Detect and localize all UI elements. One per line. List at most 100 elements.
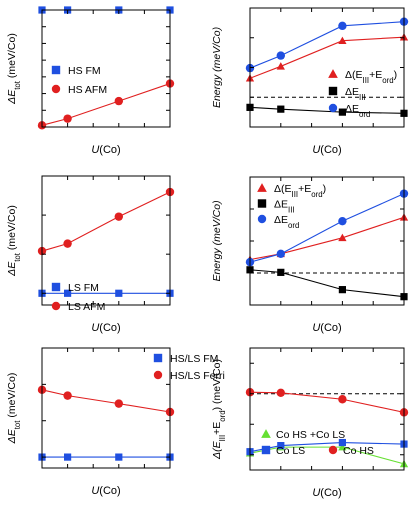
- legend-marker: [51, 65, 61, 75]
- y-axis-label: Δ(EIII+Eord) (meV/Co): [211, 359, 227, 460]
- x-axis-label: U(Co): [312, 144, 341, 156]
- legend-marker: [153, 370, 163, 380]
- legend-marker: [328, 86, 338, 96]
- legend-label: HS/LS FM: [170, 353, 218, 365]
- legend-marker: [261, 445, 271, 455]
- legend-marker: [261, 429, 271, 438]
- data-point: [63, 391, 72, 400]
- data-point: [338, 36, 347, 45]
- data-point: [114, 212, 124, 221]
- y-axis-label: Energy (meV/Co): [211, 27, 223, 108]
- legend-marker: [153, 353, 163, 363]
- legend-marker: [257, 214, 267, 224]
- data-point: [63, 114, 72, 123]
- y-axis-label-group: Δ(EIII+Eord) (meV/Co): [211, 359, 227, 460]
- data-point: [338, 216, 347, 226]
- legend-label: LS FM: [68, 282, 99, 294]
- series-line-1: [249, 269, 405, 298]
- data-point: [64, 289, 72, 297]
- plot-frame: [41, 9, 171, 128]
- chart-panel-c: U(Co) ΔEtot (meV/Co): [6, 175, 175, 334]
- data-point: [338, 438, 346, 447]
- data-point: [338, 21, 347, 31]
- data-point: [276, 249, 285, 258]
- data-point: [338, 442, 347, 451]
- series-line-0: [249, 216, 405, 261]
- series-line-2: [249, 21, 405, 69]
- series-line-0: [249, 446, 405, 465]
- data-point: [276, 388, 285, 398]
- legend-label: ΔEIII: [274, 199, 295, 215]
- data-point: [338, 233, 347, 242]
- y-axis-label: ΔEtot (meV/Co): [6, 373, 22, 445]
- data-point: [63, 239, 72, 248]
- data-point: [338, 395, 347, 404]
- series-line-1: [41, 83, 171, 126]
- y-axis-label-group: Energy (meV/Co): [211, 200, 223, 281]
- series-line-0: [249, 36, 405, 79]
- legend-label: ΔEord: [274, 214, 299, 230]
- chart-panel-f: U(Co) Δ(EIII+Eord) (meV/Co): [211, 347, 409, 499]
- series-line-1: [249, 106, 405, 114]
- data-point: [115, 289, 123, 297]
- chart-panel-e: U(Co) ΔEtot (meV/Co): [6, 347, 175, 497]
- series-line-1: [41, 389, 171, 413]
- legend-panel-e: HS/LS FM HS/LS Ferri: [153, 353, 225, 382]
- legend-label: ΔEord: [345, 103, 370, 119]
- chart-panel-a: U(Co) ΔEtot (meV/Co): [6, 6, 175, 156]
- series-line-2: [249, 193, 405, 263]
- legend-marker: [51, 282, 61, 292]
- y-axis-label: ΔEtot (meV/Co): [6, 33, 22, 105]
- series-line-2: [249, 391, 405, 413]
- data-point: [64, 453, 72, 461]
- chart-panel-b: U(Co) Energy (meV/Co): [211, 7, 409, 156]
- plot-frame: [41, 175, 171, 306]
- legend-marker: [328, 69, 338, 78]
- plot-frame: [249, 347, 405, 471]
- legend-label: Δ(EIII+Eord): [345, 69, 397, 85]
- legend-marker: [51, 301, 61, 311]
- x-axis-label: U(Co): [91, 322, 120, 334]
- legend-label: Co LS: [276, 445, 305, 457]
- data-point: [338, 286, 346, 294]
- legend-panel-a: HS FM HS AFM: [51, 65, 107, 96]
- data-point: [277, 442, 285, 450]
- legend-marker: [257, 183, 267, 192]
- legend-label: Δ(EIII+Eord): [274, 183, 326, 199]
- data-point: [115, 453, 123, 461]
- x-axis-label: U(Co): [312, 322, 341, 334]
- y-axis-label: ΔEtot (meV/Co): [6, 205, 22, 277]
- y-axis-label-group: ΔEtot (meV/Co): [6, 205, 22, 277]
- legend-label: HS AFM: [68, 84, 107, 96]
- y-axis-label: Energy (meV/Co): [211, 200, 223, 281]
- series-line-1: [41, 191, 171, 252]
- x-axis-label: U(Co): [312, 487, 341, 499]
- plot-frame: [41, 347, 171, 469]
- data-point: [277, 105, 285, 113]
- y-axis-label-group: ΔEtot (meV/Co): [6, 33, 22, 105]
- x-axis-label: U(Co): [91, 485, 120, 497]
- legend-label: ΔEIII: [345, 86, 366, 102]
- legend-label: Co HS: [343, 445, 374, 457]
- data-point: [114, 399, 124, 408]
- legend-marker: [257, 199, 267, 208]
- legend-panel-f: Co HS +Co LS Co LS Co HS: [261, 429, 374, 457]
- y-axis-label-group: Energy (meV/Co): [211, 27, 223, 108]
- data-point: [114, 96, 124, 106]
- legend-marker: [51, 84, 61, 94]
- data-point: [277, 268, 285, 276]
- legend-marker: [328, 103, 338, 113]
- legend-label: Co HS +Co LS: [276, 429, 345, 441]
- data-point: [338, 108, 346, 116]
- y-axis-label-group: ΔEtot (meV/Co): [6, 373, 22, 445]
- legend-panel-c: LS FM LS AFM: [51, 282, 105, 313]
- legend-label: HS/LS Ferri: [170, 370, 225, 382]
- data-point: [276, 51, 285, 60]
- legend-label: HS FM: [68, 65, 101, 77]
- data-point: [276, 62, 285, 70]
- legend-marker: [328, 445, 338, 455]
